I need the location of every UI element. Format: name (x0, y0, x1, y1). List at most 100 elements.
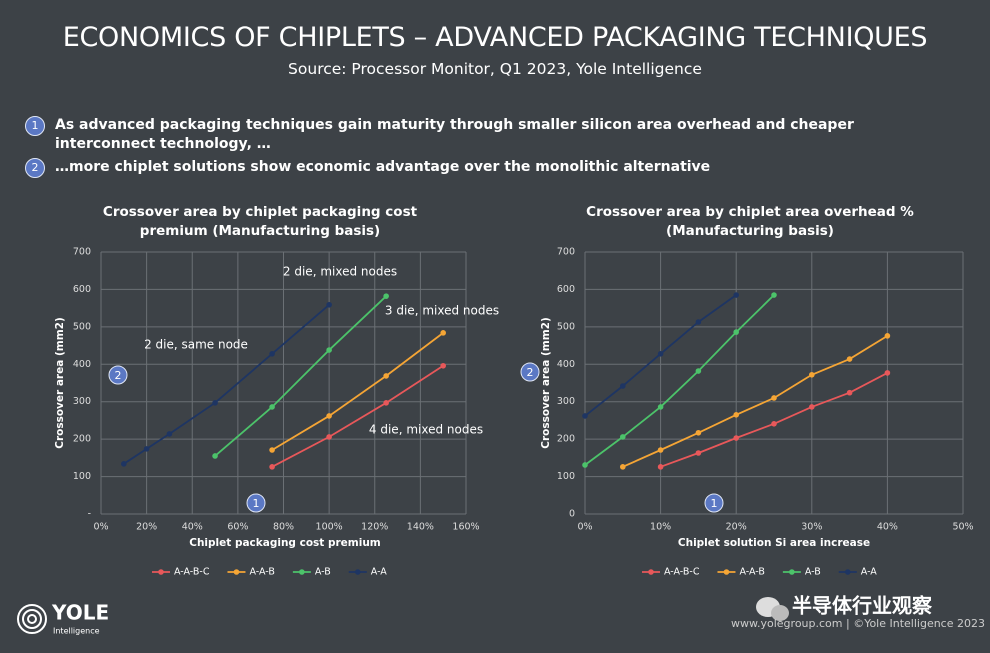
chart-title: Crossover area by chiplet packaging cost… (102, 204, 418, 239)
data-point (733, 329, 739, 335)
data-point (846, 356, 853, 362)
legend-label: A-A (371, 567, 388, 578)
x-tick-label: 20% (136, 522, 157, 533)
data-point (269, 351, 275, 357)
data-point (695, 450, 702, 456)
annotation: 4 die, mixed nodes (369, 423, 483, 437)
y-axis-label: Crossover area (mm2) (54, 317, 66, 449)
data-point (657, 447, 664, 453)
y-tick-label: 700 (557, 247, 575, 258)
y-tick-label: 500 (557, 321, 575, 332)
y-tick-label: 100 (73, 471, 91, 482)
callout-badge (246, 493, 266, 513)
y-tick-label: 100 (557, 471, 575, 482)
legend-label: A-B (805, 567, 821, 578)
data-point (383, 293, 389, 299)
bullet-number: 2 (25, 158, 45, 178)
legend-dot (354, 569, 361, 575)
x-tick-label: 120% (361, 522, 388, 533)
data-point (212, 400, 218, 406)
data-point (620, 434, 626, 440)
data-point (212, 453, 218, 459)
y-tick-label: 0 (569, 509, 575, 520)
data-point (326, 301, 332, 308)
legend-dot (158, 569, 164, 575)
data-point (440, 330, 446, 336)
y-tick-label: 600 (73, 284, 91, 295)
data-point (269, 404, 275, 410)
series-line (660, 372, 888, 468)
series-line (622, 335, 888, 468)
callout-badge (704, 493, 724, 513)
slide-subtitle: Source: Processor Monitor, Q1 2023, Yole… (288, 60, 702, 78)
x-axis-label: Chiplet packaging cost premium (189, 537, 381, 549)
data-point (695, 319, 702, 325)
x-tick-label: 50% (952, 522, 973, 533)
data-point (733, 412, 739, 418)
bullet-text: …more chiplet solutions show economic ad… (55, 159, 711, 175)
series-line (271, 332, 444, 451)
data-point (121, 461, 127, 467)
data-point (771, 395, 777, 401)
data-point (809, 371, 815, 378)
series-line (214, 295, 387, 457)
x-tick-label: 0% (577, 522, 592, 533)
legend-label: A-B (315, 567, 331, 578)
data-point (326, 413, 332, 419)
legend-dot (299, 569, 305, 575)
legend-label: A-A-B (249, 567, 274, 578)
y-tick-label: 400 (557, 359, 575, 370)
callout-number: 2 (527, 366, 534, 379)
logo-text: YOLE (51, 601, 109, 625)
legend-label: A-A-B-C (174, 567, 210, 578)
data-point (326, 434, 332, 440)
x-tick-label: 0% (93, 522, 108, 533)
data-point (733, 292, 739, 298)
data-point (657, 464, 664, 470)
annotation: 2 die, mixed nodes (283, 265, 397, 279)
annotation: 3 die, mixed nodes (385, 304, 499, 318)
legend-dot (844, 569, 851, 575)
series-line (271, 365, 444, 468)
x-tick-label: 80% (273, 522, 294, 533)
x-tick-label: 100% (316, 522, 343, 533)
logo-subtext: Intelligence (53, 627, 100, 636)
annotation: 2 die, same node (144, 338, 248, 352)
y-tick-label: 400 (73, 359, 91, 370)
x-tick-label: 30% (801, 522, 822, 533)
x-tick-label: 140% (407, 522, 434, 533)
bullet-text: As advanced packaging techniques gain ma… (55, 117, 854, 152)
callout-number: 1 (253, 497, 260, 510)
y-tick-label: 500 (73, 321, 91, 332)
data-point (695, 368, 702, 374)
y-tick-label: 600 (557, 284, 575, 295)
bullet-number: 1 (25, 116, 45, 136)
legend-dot (723, 569, 730, 575)
data-point (269, 464, 275, 470)
watermark: 半导体行业观察 (792, 594, 933, 618)
x-tick-label: 10% (650, 522, 671, 533)
callout-number: 1 (711, 497, 718, 510)
callout-badge (108, 365, 128, 385)
watermark-icon (756, 597, 789, 621)
data-point (846, 389, 853, 396)
legend-label: A-A-B-C (664, 567, 700, 578)
callout-number: 2 (115, 369, 122, 382)
legend-dot (648, 569, 654, 575)
y-tick-label: 700 (73, 247, 91, 258)
y-tick-label: - (88, 509, 91, 520)
x-tick-label: 40% (182, 522, 203, 533)
data-point (620, 383, 626, 389)
data-point (809, 404, 815, 410)
x-axis-label: Chiplet solution Si area increase (678, 537, 870, 549)
data-point (657, 351, 664, 357)
data-point (582, 462, 588, 468)
slide-title: ECONOMICS OF CHIPLETS – ADVANCED PACKAGI… (62, 22, 928, 53)
yole-logo-icon (17, 604, 47, 634)
y-tick-label: 200 (73, 434, 91, 445)
data-point (326, 347, 332, 353)
data-point (733, 435, 739, 441)
data-point (771, 292, 777, 298)
data-point (620, 464, 626, 470)
